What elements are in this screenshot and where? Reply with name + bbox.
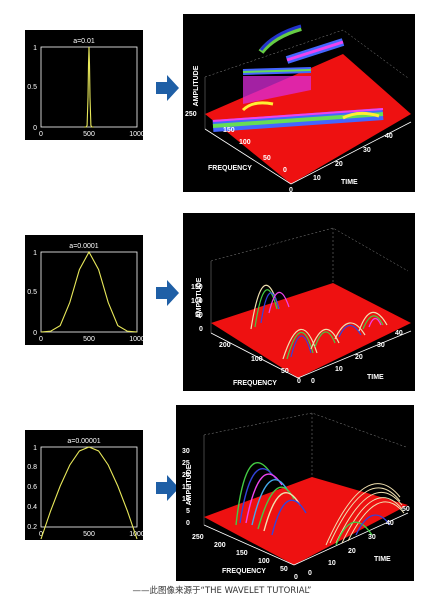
plot-3-xtick-0: 0: [39, 531, 43, 538]
surface-1-ytick-3: 30: [363, 147, 371, 154]
surface-plot-2: AMPLITUDE 150 100 50 0 200 100 50 0 FREQ…: [191, 227, 412, 387]
plot-1-curve: [84, 46, 94, 128]
plot-3-xtick-1: 500: [83, 531, 95, 538]
surface-3-ytick-4: 40: [386, 520, 394, 527]
surface-1-xtick-0: 150: [223, 127, 235, 134]
surface-1-ytick-4: 40: [385, 133, 393, 140]
surface-2-ytick-1: 10: [335, 366, 343, 373]
surface-3-xlabel: FREQUENCY: [222, 568, 266, 575]
surface-1-xlabel: FREQUENCY: [208, 165, 252, 172]
surface-2-ytick-4: 40: [395, 330, 403, 337]
surface-3-ztick-2: 20: [182, 472, 190, 479]
plot-2-xtick-0: 0: [39, 336, 43, 343]
surface-3-ztick-0: 30: [182, 448, 190, 455]
surface-1-ztick-0: 250: [185, 111, 197, 118]
surface-3-ytick-3: 30: [368, 534, 376, 541]
surface-1-ytick-1: 10: [313, 175, 321, 182]
plot-1-title: a=0.01: [73, 38, 95, 45]
arrow-right-icon: [156, 280, 179, 306]
image-caption: ——此图像来源于“THE WAVELET TUTORIAL”: [132, 586, 312, 596]
arrow-right-icon: [156, 475, 179, 501]
window-plot-3: a=0.00001 0.2 0.4 0.6 0.8 1 0 500 1000: [25, 430, 143, 540]
surface-3-zlabel: AMPLITUDE: [186, 464, 193, 505]
surface-3-ztick-5: 5: [186, 508, 190, 515]
plot-2-title: a=0.0001: [69, 243, 98, 250]
plot-1-ytick-0: 0: [33, 125, 37, 132]
surface-3-ytick-2: 20: [348, 548, 356, 555]
surface-3-xtick-1: 200: [214, 542, 226, 549]
plot-2-ytick-1: 0.5: [27, 289, 37, 296]
surface-1-zlabel: AMPLITUDE: [193, 65, 200, 106]
surface-2-ylabel: TIME: [367, 374, 384, 381]
surface-1-ytick-2: 20: [335, 161, 343, 168]
plot-3-ytick-0: 0.2: [27, 524, 37, 531]
plot-1-ytick-1: 0.5: [27, 84, 37, 91]
plot-1-ytick-2: 1: [33, 45, 37, 52]
surface-2-ztick-0: 150: [191, 284, 203, 291]
surface-2-ztick-1: 100: [191, 298, 203, 305]
surface-plot-1: AMPLITUDE 250 150 100 50 0 FREQUENCY 0 1…: [185, 24, 412, 192]
line-plot-3: a=0.00001 0.2 0.4 0.6 0.8 1 0 500 1000: [27, 438, 143, 540]
plot-3-ytick-1: 0.4: [27, 504, 37, 511]
surface-3-ytick-1: 10: [328, 560, 336, 567]
window-plot-1: a=0.01 0 0.5 1 0 500 1000: [25, 30, 143, 140]
plot-3-ytick-3: 0.8: [27, 464, 37, 471]
window-plot-2: a=0.0001 0 0.5 1 0 500 1000: [25, 235, 143, 345]
surface-3-ylabel: TIME: [374, 556, 391, 563]
plot-2-xtick-1: 500: [83, 336, 95, 343]
line-plot-2: a=0.0001 0 0.5 1 0 500 1000: [27, 243, 143, 343]
surface-1-xtick-2: 50: [263, 155, 271, 162]
surface-3-ytick-5: 50: [402, 506, 410, 513]
plot-2-curve: [40, 250, 138, 333]
plot-3-xtick-2: 1000: [129, 531, 143, 538]
plot-2-xtick-2: 1000: [129, 336, 143, 343]
window-surface-3: AMPLITUDE 30 25 20 15 10 5 0 250 200 150…: [176, 405, 414, 581]
window-surface-1: AMPLITUDE 250 150 100 50 0 FREQUENCY 0 1…: [183, 14, 415, 192]
surface-3-xtick-0: 250: [192, 534, 204, 541]
plot-3-curve: [40, 446, 138, 540]
surface-3-xtick-4: 50: [280, 566, 288, 573]
surface-2-xtick-3: 0: [297, 378, 301, 385]
surface-2-ytick-3: 30: [377, 342, 385, 349]
arrow-right-icon: [156, 75, 179, 101]
surface-3-ztick-4: 10: [182, 496, 190, 503]
surface-3-xtick-3: 100: [258, 558, 270, 565]
surface-plot-3: AMPLITUDE 30 25 20 15 10 5 0 250 200 150…: [182, 412, 410, 581]
plot-3-ytick-2: 0.6: [27, 484, 37, 491]
plot-1-xtick-1: 500: [83, 131, 95, 138]
surface-2-ytick-0: 0: [311, 378, 315, 385]
surface-1-ytick-0: 0: [289, 187, 293, 192]
surface-1-xtick-1: 100: [239, 139, 251, 146]
surface-3-ytick-0: 0: [308, 570, 312, 577]
plot-3-ytick-4: 1: [33, 445, 37, 452]
window-surface-2: AMPLITUDE 150 100 50 0 200 100 50 0 FREQ…: [183, 213, 415, 391]
line-plot-1: a=0.01 0 0.5 1 0 500 1000: [27, 38, 143, 138]
surface-2-ztick-2: 50: [195, 312, 203, 319]
surface-2-ztick-3: 0: [199, 326, 203, 333]
surface-2-ytick-2: 20: [355, 354, 363, 361]
surface-3-xtick-5: 0: [294, 574, 298, 581]
surface-2-xtick-1: 100: [251, 356, 263, 363]
plot-2-ytick-2: 1: [33, 250, 37, 257]
surface-2-xtick-2: 50: [281, 368, 289, 375]
plot-3-title: a=0.00001: [67, 438, 100, 445]
surface-3-ztick-6: 0: [186, 520, 190, 527]
surface-1-ylabel: TIME: [341, 179, 358, 186]
surface-3-xtick-2: 150: [236, 550, 248, 557]
surface-3-ztick-1: 25: [182, 460, 190, 467]
surface-2-zlabel: AMPLITUDE: [196, 277, 203, 318]
surface-3-ztick-3: 15: [182, 484, 190, 491]
surface-2-xtick-0: 200: [219, 342, 231, 349]
plot-1-xtick-2: 1000: [129, 131, 143, 138]
plot-2-ytick-0: 0: [33, 330, 37, 337]
plot-1-xtick-0: 0: [39, 131, 43, 138]
surface-2-xlabel: FREQUENCY: [233, 380, 277, 387]
surface-1-xtick-3: 0: [283, 167, 287, 174]
